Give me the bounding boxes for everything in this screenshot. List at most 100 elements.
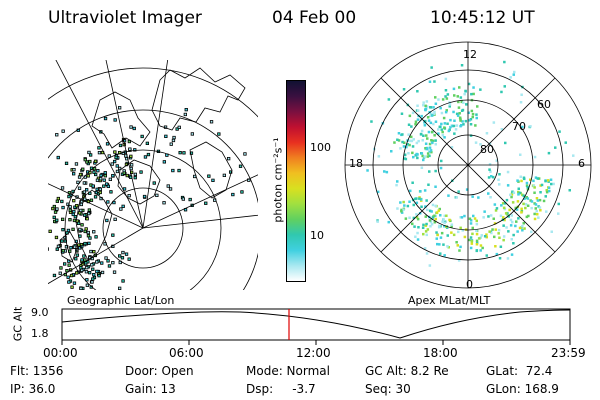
aurora-pixel (521, 229, 524, 232)
aurora-pixel (548, 189, 551, 193)
aurora-pixel (464, 228, 468, 231)
aurora-pixel (428, 154, 431, 158)
aurora-pixel (426, 208, 429, 212)
aurora-pixel (401, 140, 404, 144)
aurora-pixel (396, 180, 399, 183)
aurora-pixel (400, 211, 404, 214)
colorbar-tick-10: 10 (310, 229, 324, 242)
aurora-pixel (529, 125, 532, 128)
aurora-pixel (441, 220, 444, 223)
aurora-pixel (81, 167, 85, 171)
aurora-pixel (426, 152, 430, 155)
aurora-pixel (93, 195, 98, 199)
mlt-label-0: 0 (466, 278, 473, 291)
aurora-pixel (463, 214, 466, 218)
aurora-pixel (124, 252, 129, 256)
aurora-pixel (67, 280, 71, 284)
aurora-pixel (183, 112, 188, 117)
aurora-pixel (90, 263, 94, 267)
aurora-pixel (544, 195, 547, 198)
aurora-pixel (59, 266, 63, 270)
aurora-pixel (457, 259, 461, 262)
aurora-pixel (469, 219, 473, 222)
aurora-pixel (450, 146, 454, 149)
aurora-pixel (74, 257, 78, 261)
aurora-pixel (61, 217, 65, 222)
aurora-pixel (512, 242, 515, 245)
aurora-pixel (55, 207, 59, 211)
aurora-pixel (479, 249, 482, 252)
aurora-pixel (494, 245, 497, 248)
aurora-pixel (451, 124, 454, 128)
aurora-pixel (54, 235, 59, 240)
aurora-pixel (469, 222, 473, 225)
aurora-pixel (143, 155, 148, 159)
aurora-pixel (534, 207, 537, 210)
aurora-pixel (77, 186, 82, 190)
aurora-pixel (507, 215, 510, 218)
aurora-pixel (421, 154, 424, 158)
aurora-pixel (498, 257, 502, 260)
aurora-pixel (517, 193, 520, 196)
aurora-pixel (121, 204, 125, 209)
aurora-pixel (56, 244, 61, 249)
aurora-pixel (509, 76, 512, 79)
aurora-pixel (459, 216, 462, 219)
aurora-pixel (461, 120, 464, 123)
aurora-pixel (485, 235, 488, 239)
aurora-pixel (171, 168, 175, 173)
aurora-pixel (120, 256, 125, 260)
aurora-pixel (118, 106, 122, 110)
aurora-pixel (421, 226, 425, 229)
aurora-pixel (431, 141, 434, 144)
aurora-pixel (87, 208, 91, 212)
aurora-pixel (72, 167, 76, 172)
aurora-pixel (85, 265, 89, 270)
status-door: Door: Open (125, 364, 194, 378)
aurora-pixel (539, 191, 542, 194)
aurora-pixel (426, 137, 429, 140)
aurora-pixel (75, 253, 79, 257)
aurora-pixel (457, 230, 460, 234)
aurora-pixel (433, 214, 436, 217)
aurora-pixel (459, 245, 462, 249)
aurora-pixel (550, 182, 553, 186)
aurora-pixel (447, 246, 450, 249)
aurora-pixel (413, 225, 416, 228)
aurora-pixel (222, 173, 227, 178)
aurora-pixel (441, 130, 444, 134)
aurora-pixel (403, 141, 406, 144)
aurora-pixel (79, 286, 83, 290)
aurora-pixel (426, 228, 430, 231)
aurora-pixel (424, 142, 428, 145)
aurora-pixel (434, 96, 437, 99)
aurora-pixel (66, 228, 71, 233)
aurora-pixel (419, 118, 422, 121)
aurora-pixel (61, 129, 65, 133)
mlt-label-6: 6 (578, 157, 585, 170)
aurora-pixel (518, 191, 521, 195)
aurora-pixel (475, 222, 479, 226)
aurora-pixel (514, 206, 517, 210)
aurora-pixel (509, 193, 512, 197)
aurora-pixel (238, 164, 243, 168)
aurora-pixel (402, 208, 405, 211)
aurora-pixel (75, 203, 79, 208)
aurora-pixel (452, 233, 456, 237)
aurora-pixel (514, 224, 517, 228)
aurora-pixel (48, 247, 49, 251)
aurora-pixel (458, 112, 461, 115)
aurora-pixel (526, 186, 529, 189)
aurora-pixel (440, 122, 443, 126)
aurora-pixel (500, 90, 503, 94)
aurora-pixel (488, 163, 492, 166)
aurora-pixel (65, 268, 69, 273)
aurora-pixel (407, 123, 411, 126)
aurora-pixel (190, 132, 195, 136)
aurora-pixel (86, 174, 90, 178)
aurora-pixel (410, 135, 413, 139)
aurora-pixel (429, 114, 432, 118)
aurora-pixel (88, 159, 92, 164)
aurora-pixel (464, 119, 468, 123)
aurora-pixel (545, 189, 548, 192)
